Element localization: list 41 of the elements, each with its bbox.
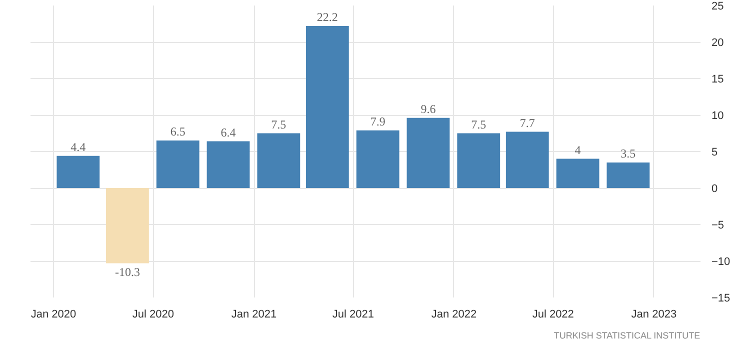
x-tick-label: Jan 2021 (231, 308, 277, 320)
bar (56, 156, 100, 188)
x-tick-label: Jan 2022 (431, 308, 477, 320)
data-label: 7.9 (370, 114, 386, 128)
bar (306, 26, 349, 188)
data-label: 7.5 (471, 117, 486, 132)
y-tick-label: −10 (712, 256, 730, 268)
data-label: -10.3 (114, 265, 140, 280)
x-tick-label: Jul 2022 (532, 308, 574, 320)
data-label: 7.5 (271, 117, 286, 132)
data-label: 4 (574, 142, 581, 157)
y-tick-label: −5 (712, 220, 724, 232)
x-tick-label: Jul 2021 (332, 308, 374, 320)
y-tick-label: 10 (712, 110, 724, 122)
y-tick-label: 5 (712, 146, 718, 158)
data-label: 6.5 (170, 124, 186, 139)
bar (457, 133, 500, 188)
text: TURKISH STATISTICAL INSTITUTE (554, 330, 700, 340)
bar (257, 133, 300, 188)
x-tick-label: Jan 2020 (30, 308, 76, 320)
data-label: 3.5 (620, 146, 636, 160)
bar (406, 118, 450, 188)
y-tick-label: 15 (712, 74, 724, 86)
data-label: 4.4 (70, 140, 86, 154)
y-tick-label: −15 (712, 292, 730, 304)
data-label: 22.2 (316, 10, 338, 24)
y-tick-label: 0 (712, 183, 718, 195)
bar (206, 141, 250, 188)
bar (606, 162, 650, 188)
data-label: 7.7 (520, 116, 535, 130)
x-tick-label: Jan 2023 (631, 308, 677, 320)
data-label: 6.4 (220, 125, 236, 140)
bar (106, 188, 149, 264)
x-tick-label: Jul 2020 (132, 308, 174, 320)
data-label: 9.6 (420, 102, 436, 116)
bar (506, 132, 549, 188)
bar (156, 140, 200, 188)
y-tick-label: 20 (712, 37, 724, 49)
bar (556, 158, 600, 188)
y-tick-label: 25 (712, 0, 724, 12)
bar (356, 130, 400, 188)
